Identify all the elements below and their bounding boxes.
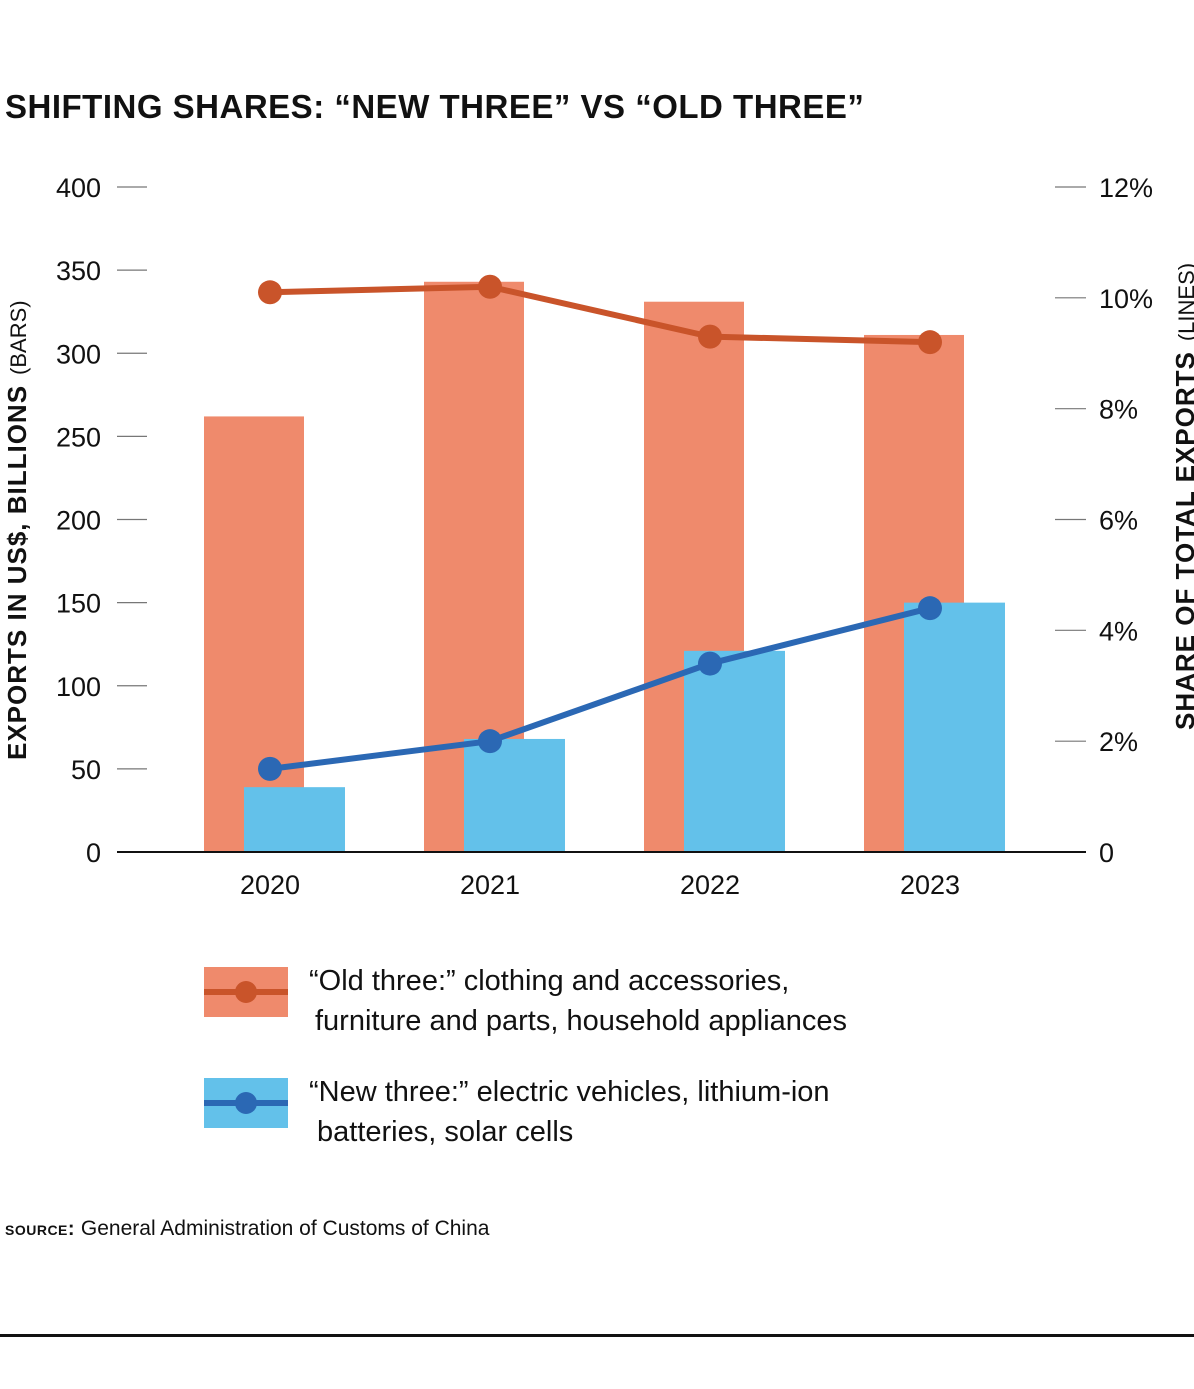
bar-new-2021 [464,738,565,852]
y-axis-title-main: EXPORTS IN US$, BILLIONS [2,385,32,760]
y2-tick-label: 10% [1099,284,1153,314]
bar-old-2020 [204,416,304,852]
y2-tick-label: 6% [1099,506,1138,536]
legend-label-old: “Old three:” clothing and accessories, f… [309,961,949,1041]
y2-tick-label: 2% [1099,727,1138,757]
point-new-2022 [698,651,722,676]
y-axis-title: EXPORTS IN US$, BILLIONS (BARS) [2,300,32,760]
y-tick-label: 200 [56,506,101,536]
y2-tick-label: 8% [1099,395,1138,425]
y-tick-label: 150 [56,589,101,619]
chart: 0 50 100 150 200 250 300 350 400 0 2% 4% 6% 8% 10% 12% 2… [2,173,1194,900]
y-tick-label: 350 [56,256,101,286]
legend-swatch-old [204,967,288,1017]
point-old-2022 [698,324,722,349]
point-old-2021 [478,274,502,299]
point-old-2020 [258,280,282,305]
line-old-share [269,283,931,346]
y-axis-title-suffix: (BARS) [6,300,31,375]
y-tick-label: 400 [56,173,101,203]
legend-new-line1: “New three:” electric vehicles, lithium-… [309,1076,830,1108]
y-tick-label: 300 [56,339,101,369]
bar-new-2022 [684,650,785,852]
y2-tick-label: 4% [1099,616,1138,646]
line-new-share [269,605,931,772]
source-label: SOURCE: [5,1218,76,1240]
legend-swatch-new [204,1078,288,1128]
legend-item-new: “New three:” electric vehicles, lithium-… [204,1076,830,1148]
x-tick-label: 2020 [240,870,300,900]
legend-item-old: “Old three:” clothing and accessories, f… [204,965,847,1037]
legend-label-new: “New three:” electric vehicles, lithium-… [309,1072,949,1152]
legend-new-line2: batteries, solar cells [317,1116,574,1148]
y2-axis-title-suffix: (LINES) [1174,263,1194,341]
bar-new-2020 [244,787,345,852]
y-tick-label: 100 [56,672,101,702]
y2-axis-title: SHARE OF TOTAL EXPORTS (LINES) [1170,263,1194,730]
source-note: SOURCE: General Administration of Custom… [5,1217,489,1241]
x-tick-label: 2023 [900,870,960,900]
legend-old-line1: “Old three:” clothing and accessories, [309,965,790,997]
y-tick-label: 0 [86,838,101,868]
y2-axis-title-main: SHARE OF TOTAL EXPORTS [1170,351,1194,730]
point-old-2023 [918,330,942,355]
legend-old-line2: furniture and parts, household appliance… [315,1005,848,1037]
y2-tick-label: 12% [1099,173,1153,203]
y-tick-label: 250 [56,422,101,452]
bottom-rule [0,1334,1194,1337]
chart-title: SHIFTING SHARES: “NEW THREE” VS “OLD THR… [5,88,865,125]
point-new-2023 [918,596,942,621]
source-text: General Administration of Customs of Chi… [80,1217,490,1240]
bar-new-2023 [904,602,1005,852]
y2-tick-label: 0 [1099,838,1114,868]
x-tick-label: 2021 [460,870,520,900]
point-new-2020 [258,756,282,781]
x-tick-label: 2022 [680,870,740,900]
point-new-2021 [478,729,502,754]
y-tick-label: 50 [71,755,101,785]
